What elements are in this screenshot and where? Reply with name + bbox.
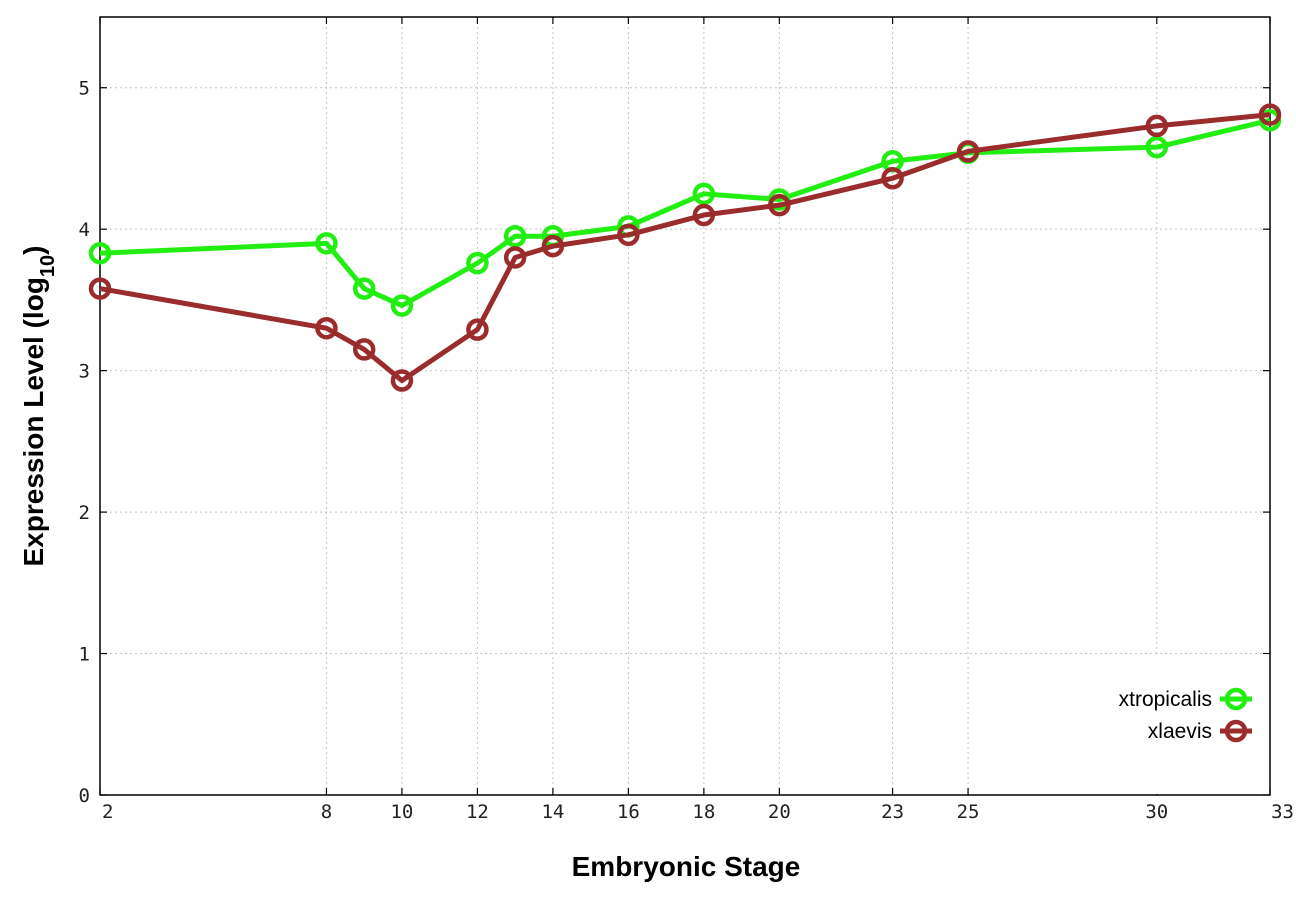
y-tick-label: 1 [79, 644, 90, 666]
data-point [541, 234, 565, 258]
x-tick-label: 2 [102, 801, 113, 823]
data-point [956, 140, 980, 163]
data-point [466, 251, 489, 275]
data-point [503, 246, 527, 269]
legend: xtropicalis xlaevis [1072, 654, 1268, 794]
y-axis-title-main: Expression Level (log [18, 277, 49, 566]
y-tick-label: 2 [79, 502, 90, 524]
data-point [352, 338, 376, 361]
data-point [692, 203, 716, 227]
data-point [1145, 135, 1169, 159]
data-point [617, 223, 640, 247]
x-tick-label: 16 [617, 801, 640, 823]
legend-item: xtropicalis [1119, 687, 1252, 711]
data-point [315, 232, 338, 255]
x-tick-label: 10 [390, 801, 413, 823]
plot-frame [99, 16, 1271, 796]
x-tick-label: 8 [321, 801, 332, 823]
x-tick-label: 23 [881, 801, 904, 823]
legend-swatch-marker [1224, 719, 1248, 743]
y-axis-title-subscript: 10 [37, 255, 59, 277]
legend-item: xlaevis [1148, 719, 1252, 743]
data-point [503, 225, 527, 248]
series-xtropicalis [88, 109, 1282, 317]
legend-label: xlaevis [1148, 720, 1212, 743]
legend-label: xtropicalis [1119, 688, 1212, 711]
grid-lines [100, 17, 1270, 795]
y-tick-label: 5 [79, 78, 90, 100]
series-layer [88, 103, 1282, 392]
data-point [1145, 114, 1169, 138]
x-tick-label: 30 [1145, 801, 1168, 823]
data-point [768, 193, 791, 217]
y-tick-label: 0 [79, 785, 90, 807]
x-axis-title: Embryonic Stage [572, 851, 801, 882]
data-point [1258, 103, 1282, 126]
y-tick-label: 4 [79, 219, 90, 241]
legend-swatch-marker [1224, 687, 1248, 711]
x-tick-label: 25 [957, 801, 980, 823]
x-tick-label: 33 [1271, 801, 1294, 823]
y-axis-title-close: ) [18, 246, 49, 255]
data-point [88, 241, 112, 265]
data-point [390, 294, 414, 317]
data-point [390, 369, 414, 392]
y-tick-label: 3 [79, 361, 90, 383]
y-axis-title: Expression Level (log10) [18, 246, 59, 567]
x-tick-label: 12 [466, 801, 489, 823]
data-point [352, 277, 376, 300]
data-point [881, 167, 904, 190]
x-tick-label: 20 [768, 801, 791, 823]
series-xlaevis [88, 103, 1282, 392]
data-point [88, 277, 112, 300]
series-line [99, 117, 1271, 309]
data-point [692, 182, 716, 206]
data-point [466, 318, 489, 341]
x-tick-label: 18 [692, 801, 715, 823]
x-tick-label: 14 [541, 801, 564, 823]
data-point [315, 316, 338, 340]
